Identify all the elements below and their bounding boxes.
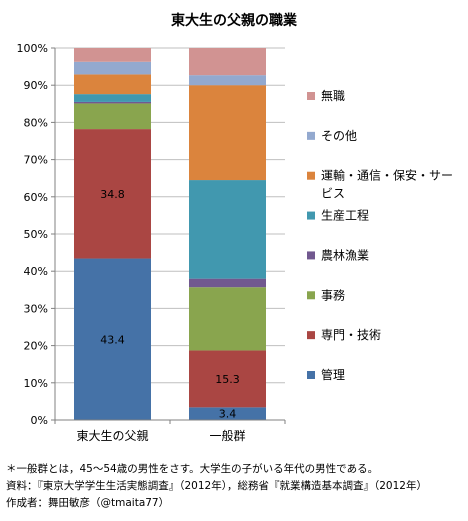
bar-segment xyxy=(189,350,266,408)
bar-segment xyxy=(74,94,151,102)
footnote-source: 資料：『東京大学学生生活実態調査』（2012年），総務省『就業構造基本調査』（2… xyxy=(6,480,427,492)
legend-swatch xyxy=(307,131,315,140)
data-label: 34.8 xyxy=(100,188,125,201)
footnote-definition: ＊一般群とは，45〜54歳の男性をさす。大学生の子がいる年代の男性である。 xyxy=(6,463,379,475)
x-category-label: 一般群 xyxy=(209,428,245,443)
y-tick-label: 70% xyxy=(24,154,48,167)
legend-swatch xyxy=(307,331,315,340)
y-tick-label: 10% xyxy=(24,377,48,390)
bar-segment xyxy=(74,103,151,130)
legend-label: ビス xyxy=(321,187,345,201)
bar-segment xyxy=(74,48,151,62)
bar-segment xyxy=(189,278,266,288)
footnote-author: 作成者：舞田敏彦（@tmaita77） xyxy=(6,497,170,509)
y-tick-label: 20% xyxy=(24,340,48,353)
y-tick-label: 90% xyxy=(24,79,48,92)
axes: 0% 10% 20% 30% 40% 50% 60% 70% 80% 90% 100% 東大生の父親 一… xyxy=(17,42,286,443)
legend-swatch xyxy=(307,211,315,220)
y-tick-label: 60% xyxy=(24,191,48,204)
bar-segment xyxy=(189,85,266,181)
y-tick-label: 40% xyxy=(24,265,48,278)
chart: 東大生の父親の職業 43.4 34.8 3.4 15.3 0% 10% 20% 30% 40%… xyxy=(17,12,453,443)
legend-label: 管理 xyxy=(321,367,345,382)
bar-segment xyxy=(74,74,151,95)
bar-segment xyxy=(74,129,151,259)
legend-swatch xyxy=(307,371,315,379)
bar-segment xyxy=(74,258,151,420)
bar-segment xyxy=(189,407,266,420)
bar-segment xyxy=(189,180,266,279)
legend-label: 農林漁業 xyxy=(321,248,369,262)
y-tick-label: 80% xyxy=(24,116,48,129)
legend-label: 無職 xyxy=(321,88,345,103)
legend-label: 専門・技術 xyxy=(321,328,381,342)
legend-swatch xyxy=(307,251,315,260)
legend-swatch xyxy=(307,92,315,100)
y-tick-label: 50% xyxy=(24,228,48,241)
y-tick-label: 100% xyxy=(17,42,48,55)
data-label: 43.4 xyxy=(100,333,125,346)
y-tick-label: 0% xyxy=(31,414,48,427)
legend-label: 事務 xyxy=(321,288,345,302)
legend-label: 運輸・通信・保安・サー xyxy=(321,168,453,183)
x-category-label: 東大生の父親 xyxy=(76,429,148,443)
data-label: 15.3 xyxy=(215,373,240,386)
legend-swatch xyxy=(307,291,315,300)
bars: 43.4 34.8 3.4 15.3 xyxy=(74,48,266,421)
data-label: 3.4 xyxy=(219,408,237,421)
legend-label: 生産工程 xyxy=(321,208,369,223)
bar-segment xyxy=(189,287,266,351)
y-tick-label: 30% xyxy=(24,302,48,315)
bar-segment xyxy=(74,61,151,75)
bar-segment xyxy=(74,101,151,104)
bar-segment xyxy=(189,48,266,76)
bar-segment xyxy=(189,75,266,86)
chart-title: 東大生の父親の職業 xyxy=(171,12,298,29)
legend-swatch xyxy=(307,171,315,180)
legend-label: その他 xyxy=(321,129,357,143)
